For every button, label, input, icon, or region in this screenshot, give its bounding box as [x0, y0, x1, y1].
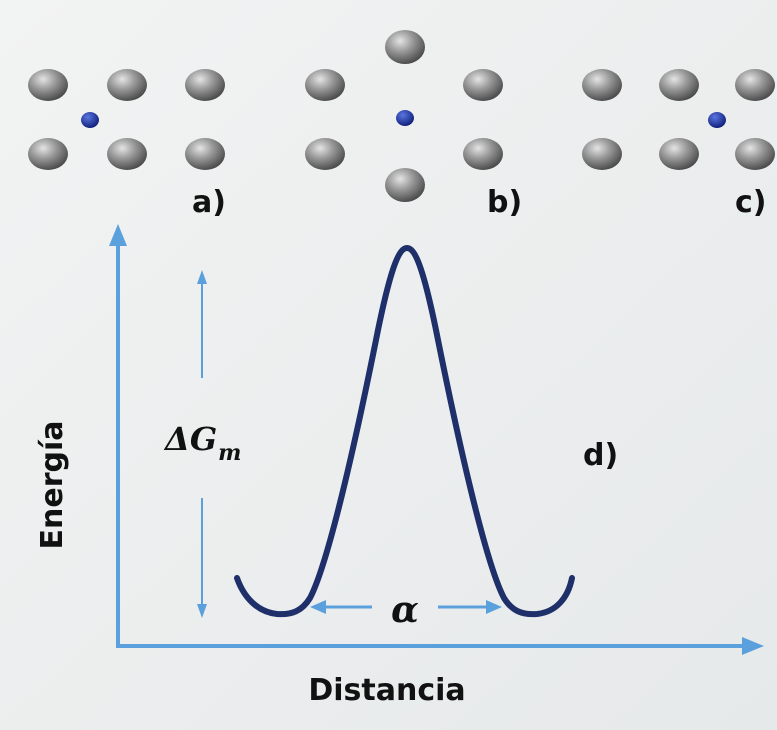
axes: [109, 224, 764, 655]
distance-arrow-left-head: [310, 600, 326, 614]
host-atom: [305, 69, 345, 101]
barrier-arrow-up-head: [197, 270, 207, 284]
panel-label-c: c): [735, 185, 767, 220]
y-axis-label: Energía: [35, 421, 70, 550]
host-atom: [735, 69, 775, 101]
barrier-height-arrows: [197, 270, 207, 618]
panel-label-a: a): [192, 185, 226, 220]
host-atom: [659, 138, 699, 170]
host-atom: [735, 138, 775, 170]
host-atom: [385, 168, 425, 202]
host-atom: [107, 138, 147, 170]
host-atom: [385, 30, 425, 64]
host-atom: [582, 138, 622, 170]
host-atom: [28, 69, 68, 101]
lattice-panel-c: [582, 69, 775, 170]
y-axis-arrowhead: [109, 224, 127, 246]
host-atom: [305, 138, 345, 170]
host-atom: [185, 138, 225, 170]
lattice-panel-b: [305, 30, 503, 202]
host-atom: [659, 69, 699, 101]
host-atom: [463, 138, 503, 170]
jump-distance-arrows: [310, 600, 502, 614]
interstitial-atom: [81, 112, 99, 128]
lattice-panel-a: [28, 69, 225, 170]
barrier-label: ΔGm: [163, 420, 241, 466]
host-atom: [582, 69, 622, 101]
x-axis-arrowhead: [742, 637, 764, 655]
interstitial-atom: [396, 110, 414, 126]
distance-arrow-right-head: [486, 600, 502, 614]
energy-curve: [234, 245, 575, 618]
barrier-arrow-down-head: [197, 604, 207, 618]
panel-label-d: d): [583, 438, 618, 473]
interstitial-atom: [708, 112, 726, 128]
host-atom: [28, 138, 68, 170]
jump-distance-label: α: [391, 589, 419, 631]
x-axis-label: Distancia: [308, 673, 465, 708]
host-atom: [463, 69, 503, 101]
host-atom: [185, 69, 225, 101]
host-atom: [107, 69, 147, 101]
panel-label-b: b): [487, 185, 522, 220]
